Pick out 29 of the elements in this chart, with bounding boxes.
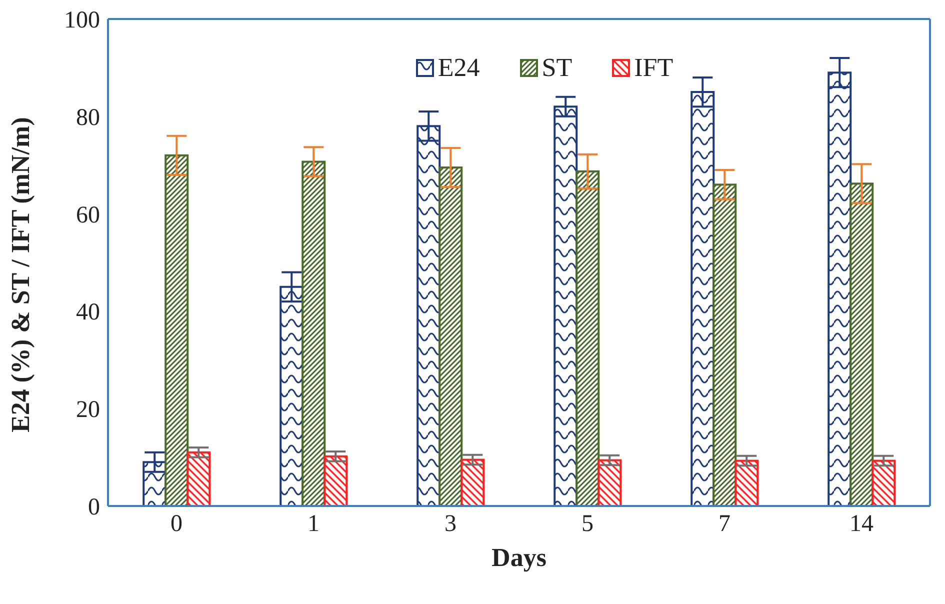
y-tick-label: 0 (88, 494, 100, 521)
bar (438, 166, 463, 506)
x-tick-label: 5 (582, 511, 594, 538)
x-tick-label: 7 (718, 511, 730, 538)
y-tick-label: 40 (76, 300, 100, 326)
y-tick-label: 20 (76, 397, 100, 424)
y-axis-title: E24 (%) & ST / IFT (mN/m) (6, 117, 36, 432)
bar (712, 184, 737, 506)
bar (872, 460, 896, 506)
bar (598, 459, 622, 506)
x-tick-label: 1 (308, 511, 320, 538)
y-tick-label: 60 (76, 202, 100, 228)
x-tick-label: 0 (170, 511, 182, 538)
x-axis-title: Days (492, 543, 546, 572)
y-tick-label: 80 (76, 104, 100, 131)
bar (324, 455, 348, 506)
legend-label: ST (540, 53, 572, 83)
legend-label: E24 (436, 53, 480, 83)
legend-label: IFT (633, 53, 674, 83)
y-tick-label: 100 (64, 8, 100, 34)
bar (164, 154, 189, 506)
bar (734, 460, 759, 506)
bar (850, 182, 874, 506)
bar (576, 170, 600, 506)
x-tick-label: 14 (850, 511, 874, 538)
bar (460, 458, 485, 506)
bar (186, 451, 211, 506)
bar (302, 160, 326, 506)
x-tick-label: 3 (444, 511, 456, 538)
